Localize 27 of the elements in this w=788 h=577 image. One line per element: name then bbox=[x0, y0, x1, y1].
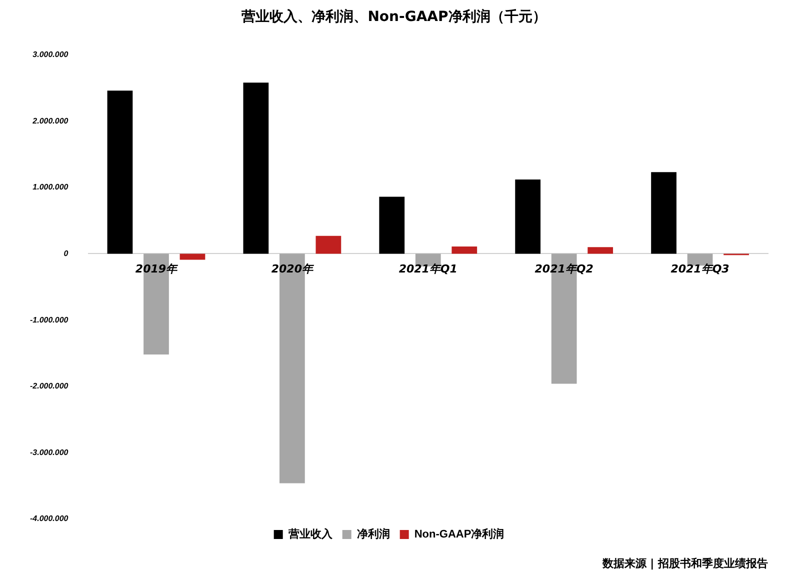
x-tick-label: 2021年Q2 bbox=[534, 262, 594, 276]
bar bbox=[452, 246, 478, 254]
chart-title: 营业收入、净利润、Non-GAAP净利润（千元） bbox=[240, 8, 548, 26]
y-tick-label: 3.000.000 bbox=[32, 50, 69, 60]
x-tick-label: 2021年Q3 bbox=[670, 262, 730, 276]
y-tick-label: -1.000.000 bbox=[30, 315, 69, 324]
y-tick-label: 1.000.000 bbox=[32, 182, 69, 192]
y-tick-label: -2.000.000 bbox=[30, 382, 69, 391]
x-tick-label: 2021年Q1 bbox=[398, 262, 458, 276]
source-note: 数据来源 | 招股书和季度业绩报告 bbox=[602, 556, 768, 571]
bar bbox=[243, 82, 269, 254]
bar bbox=[180, 254, 206, 260]
legend-label: 净利润 bbox=[356, 528, 390, 541]
x-tick-label: 2019年 bbox=[135, 262, 180, 276]
legend-label: 营业收入 bbox=[287, 528, 334, 541]
bar bbox=[651, 172, 676, 254]
bar bbox=[588, 247, 614, 254]
bar bbox=[316, 236, 342, 254]
y-tick-label: 0 bbox=[64, 248, 69, 258]
bar bbox=[379, 196, 405, 254]
legend-label: Non-GAAP净利润 bbox=[414, 528, 504, 541]
bar bbox=[107, 90, 133, 254]
y-tick-label: -3.000.000 bbox=[30, 448, 69, 457]
bar bbox=[515, 179, 541, 254]
y-tick-label: -4.000.000 bbox=[30, 514, 69, 524]
x-tick-label: 2020年 bbox=[271, 262, 315, 276]
y-tick-label: 2.000.000 bbox=[32, 116, 69, 126]
